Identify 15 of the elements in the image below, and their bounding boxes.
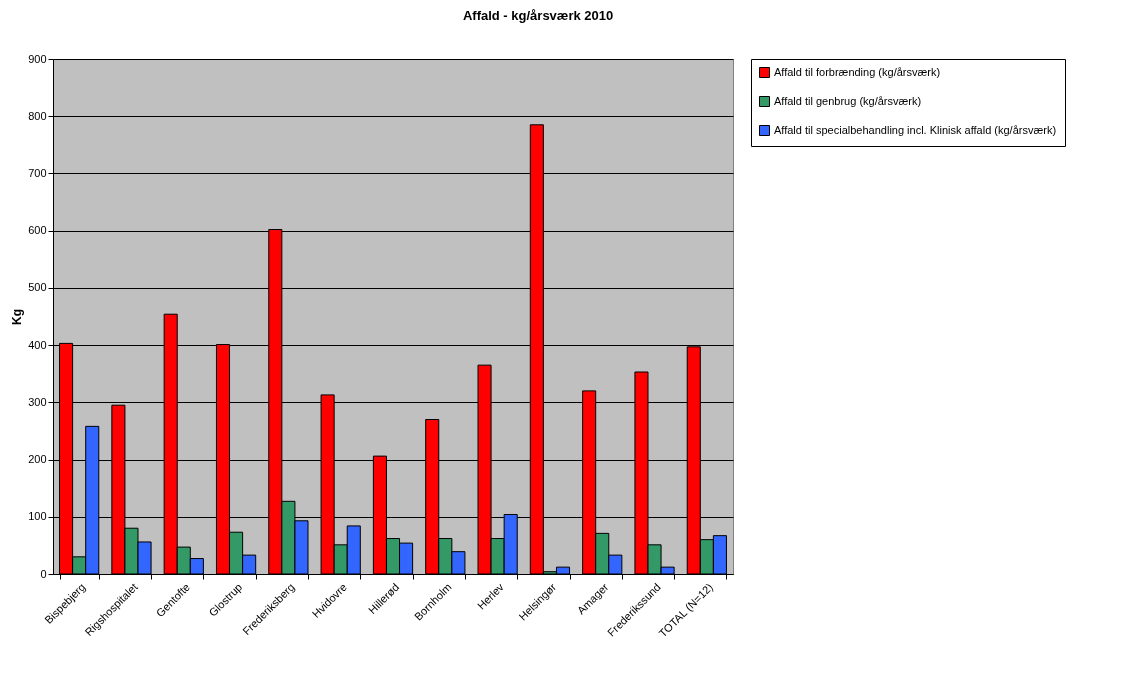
y-tick-label: 200 <box>28 453 47 466</box>
y-tick-label: 100 <box>28 510 47 523</box>
y-tick-label: 800 <box>28 109 47 122</box>
chart-title: Affald - kg/årsværk 2010 <box>462 8 614 23</box>
y-axis-title: Kg <box>10 309 25 325</box>
y-tick-label: 600 <box>28 224 47 237</box>
legend-label: Affald til specialbehandling incl. Klinisk affald (kg/årsværk) <box>774 123 1057 136</box>
y-tick-label: 400 <box>28 338 47 351</box>
y-tick-label: 500 <box>28 281 47 294</box>
y-tick-label: 900 <box>28 52 47 65</box>
legend-label: Affald til genbrug (kg/årsværk) <box>774 94 922 107</box>
legend-label: Affald til forbrænding (kg/årsværk) <box>774 65 941 78</box>
y-tick-label: 0 <box>40 567 47 580</box>
y-tick-label: 700 <box>28 166 47 179</box>
y-tick-label: 300 <box>28 395 47 408</box>
